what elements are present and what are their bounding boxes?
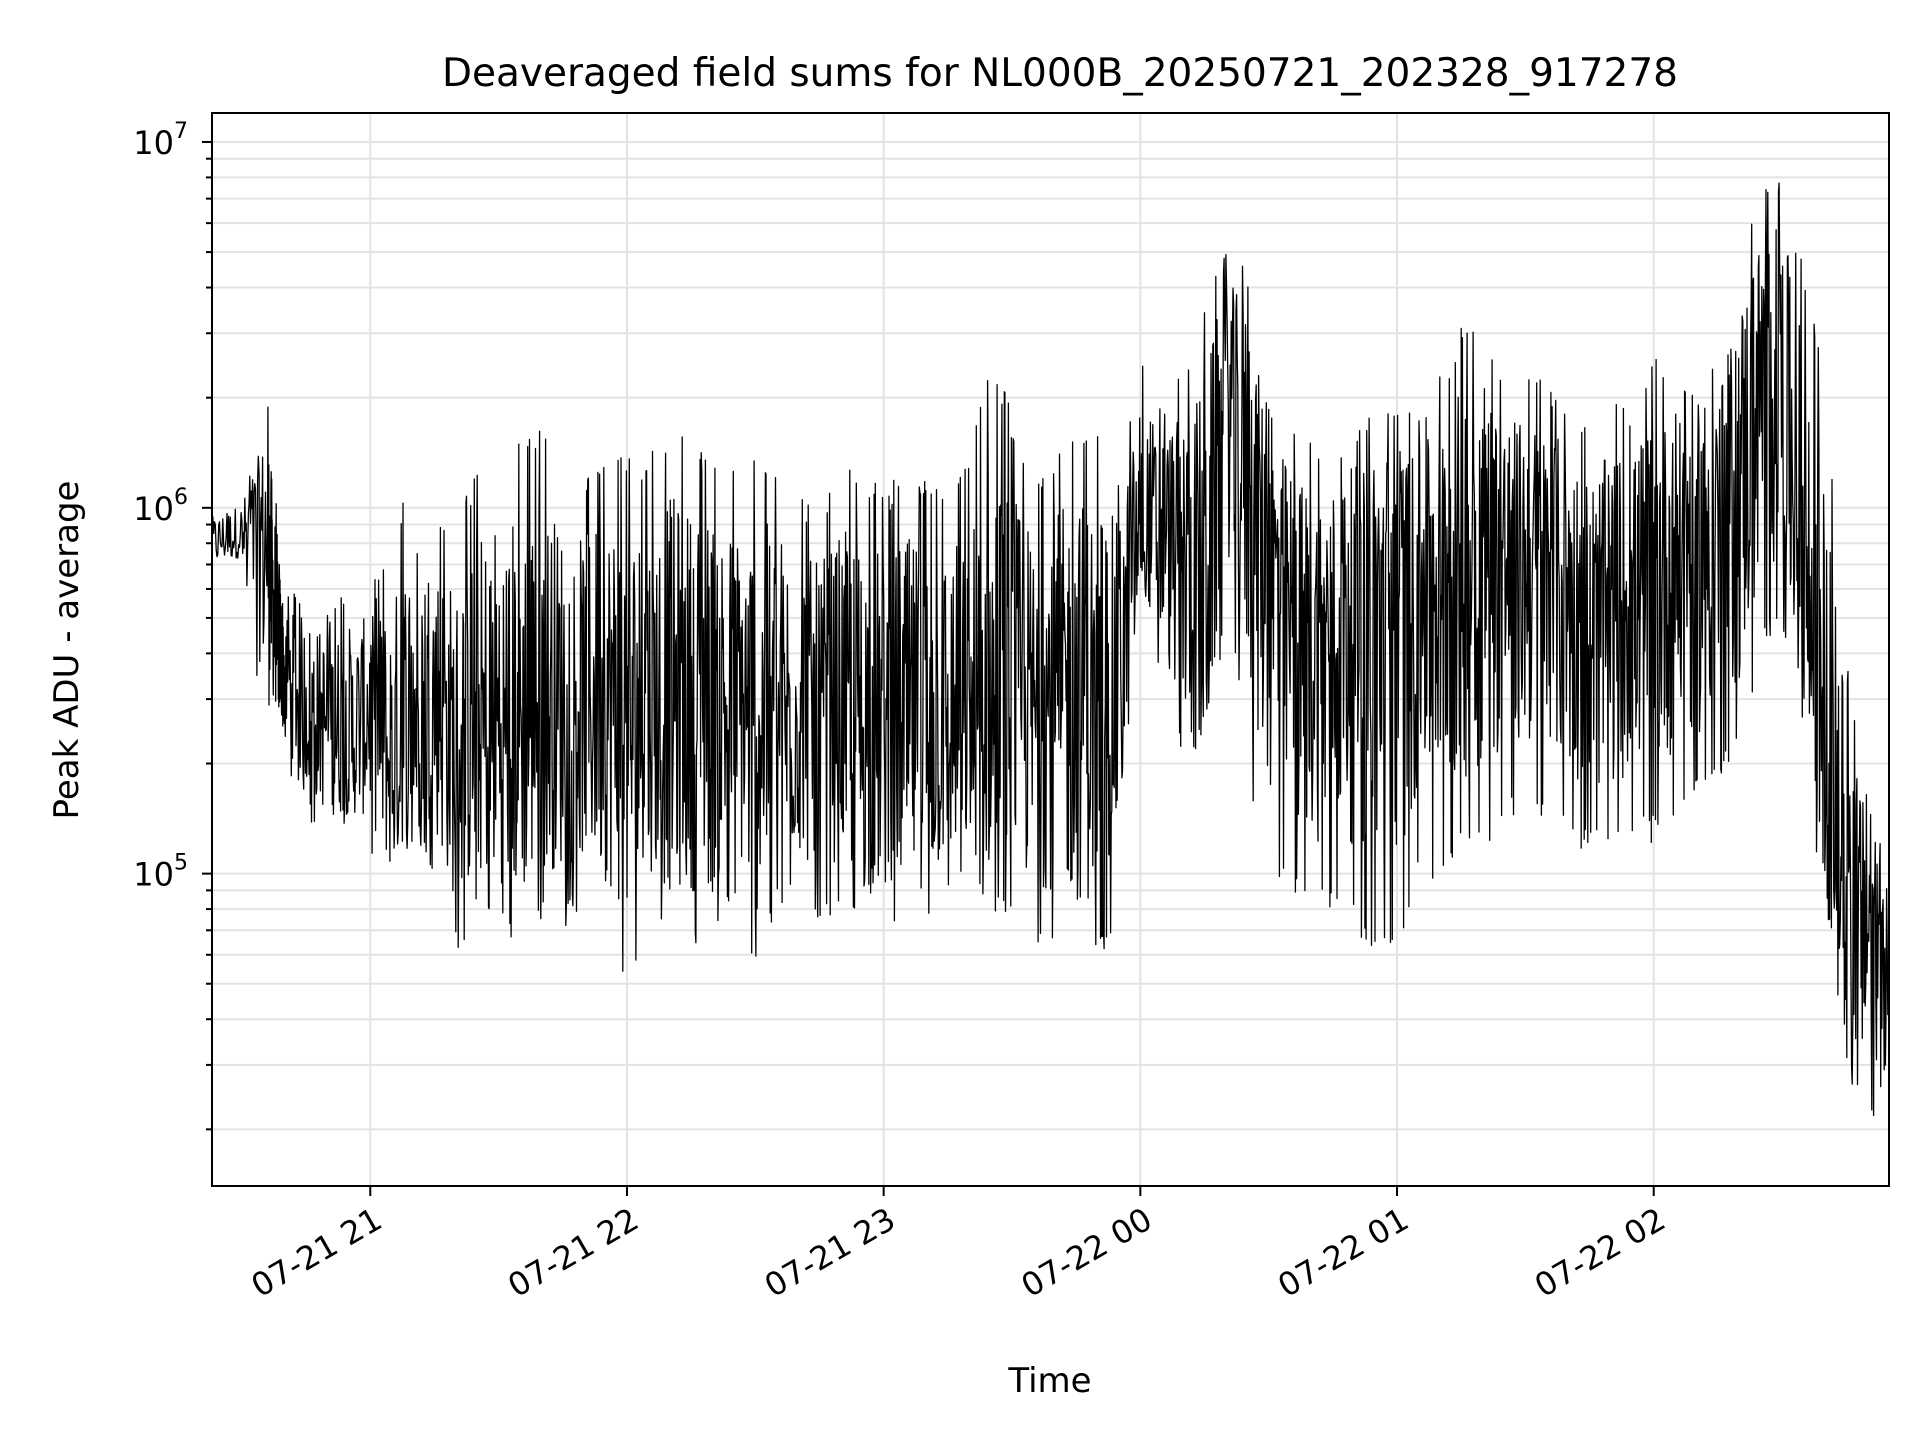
y-tick-label: 107 bbox=[133, 119, 188, 162]
x-tick-label: 07-22 02 bbox=[1528, 1200, 1672, 1305]
x-tick-label: 07-21 21 bbox=[245, 1200, 389, 1305]
y-tick-label: 106 bbox=[133, 485, 188, 528]
x-tick-label: 07-22 00 bbox=[1015, 1200, 1159, 1305]
x-tick-label: 07-21 22 bbox=[501, 1200, 645, 1305]
series-line bbox=[211, 182, 1890, 1117]
y-axis-ticks: 105 106 107 bbox=[133, 119, 212, 1131]
x-axis-label: Time bbox=[1007, 1361, 1091, 1401]
data-series bbox=[211, 182, 1890, 1117]
chart-title: Deaveraged field sums for NL000B_2025072… bbox=[442, 51, 1678, 96]
x-tick-label: 07-21 23 bbox=[758, 1200, 902, 1305]
x-axis-ticks: 07-21 21 07-21 22 07-21 23 07-22 00 07-22 01… bbox=[245, 1186, 1672, 1305]
y-tick-label: 105 bbox=[133, 851, 188, 894]
plot-frame bbox=[211, 112, 1890, 1187]
x-tick-label: 07-22 01 bbox=[1271, 1200, 1415, 1305]
y-axis-label: Peak ADU - average bbox=[47, 481, 87, 820]
